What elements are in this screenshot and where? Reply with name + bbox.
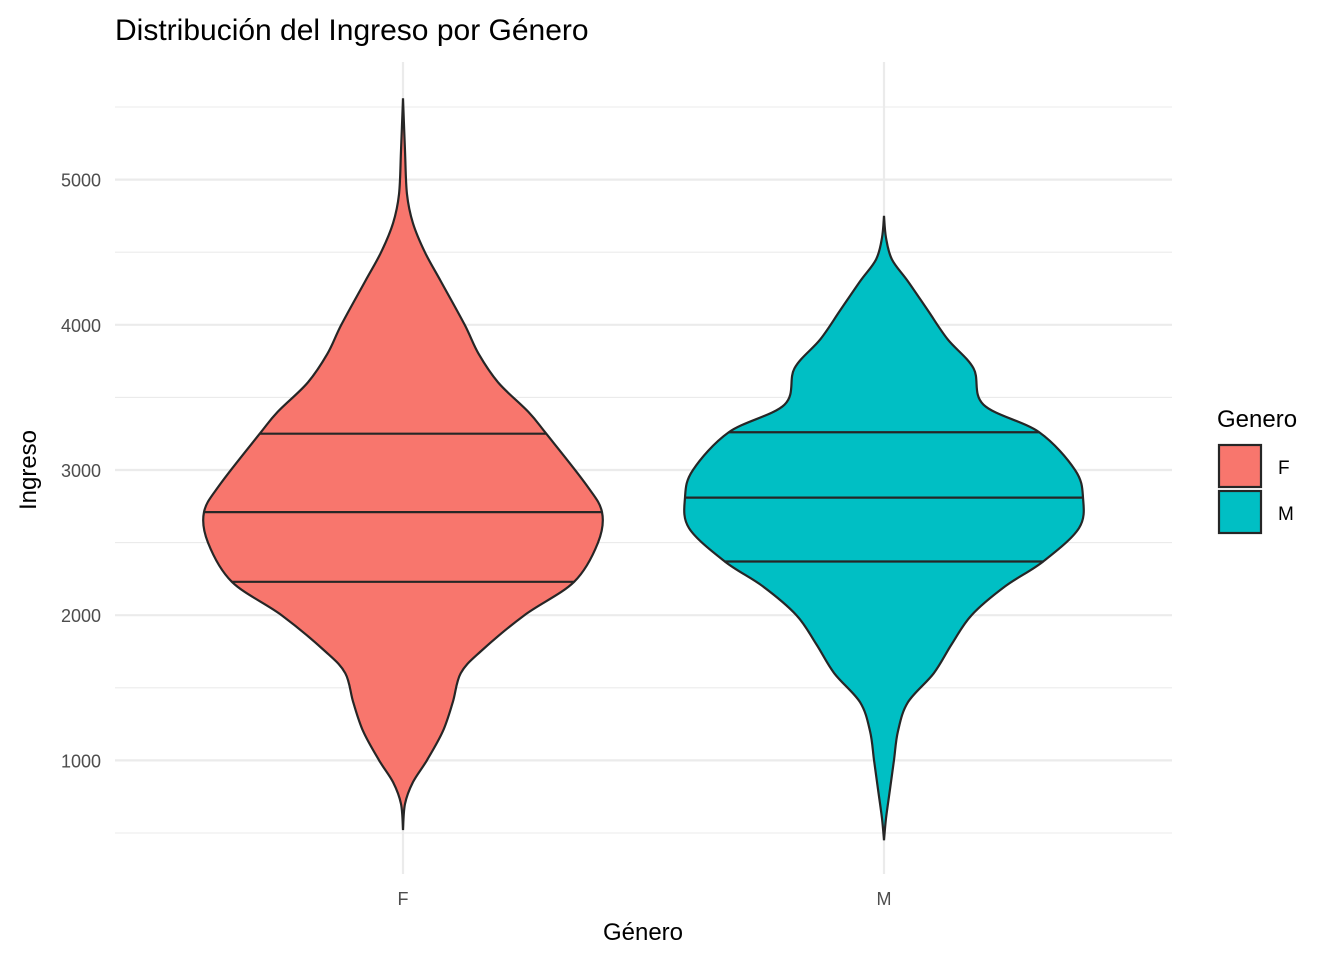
y-tick-label: 3000: [61, 461, 101, 481]
legend-title: Genero: [1217, 406, 1297, 433]
y-tick-label: 4000: [61, 316, 101, 336]
legend-label-M: M: [1278, 504, 1294, 525]
violins: [202, 98, 1085, 841]
legend: Genero F M: [1217, 406, 1297, 535]
y-tick-label: 1000: [61, 751, 101, 771]
y-tick-label: 2000: [61, 606, 101, 626]
chart-title: Distribución del Ingreso por Género: [115, 14, 589, 47]
legend-key-M: [1217, 489, 1263, 535]
x-tick-label: M: [877, 889, 892, 909]
y-axis-title: Ingreso: [15, 430, 42, 510]
y-axis-ticks: 1000 2000 3000 4000 5000: [61, 171, 101, 772]
legend-label-F: F: [1278, 458, 1290, 479]
violin-F: [202, 98, 604, 831]
violin-M: [683, 215, 1085, 841]
y-tick-label: 5000: [61, 171, 101, 191]
x-tick-label: F: [398, 889, 409, 909]
legend-key-F: [1217, 443, 1263, 489]
x-axis-title: Género: [603, 919, 683, 946]
